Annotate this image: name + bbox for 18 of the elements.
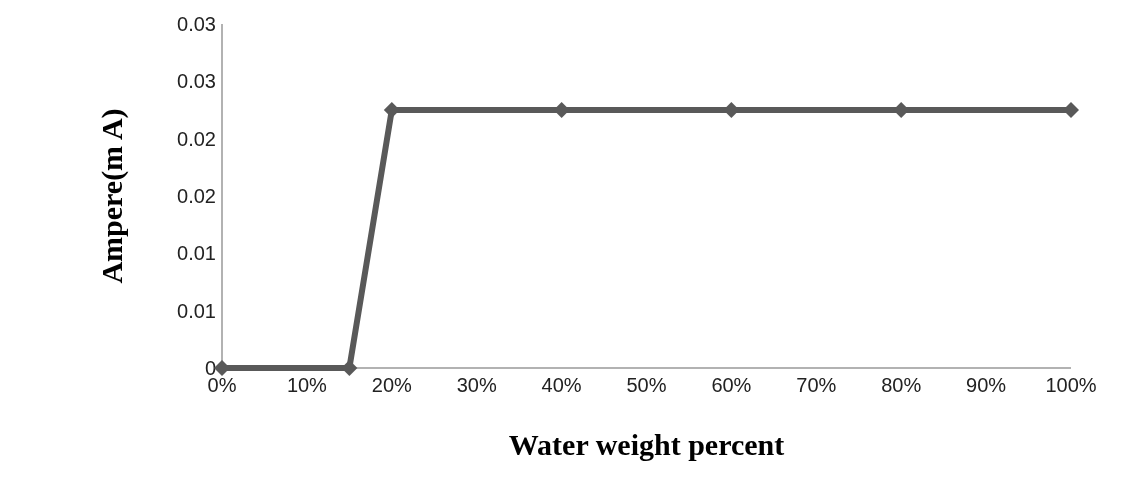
x-tick-label: 100%	[1045, 374, 1097, 396]
x-axis-title: Water weight percent	[508, 428, 785, 461]
y-tick-label: 0.01	[177, 242, 216, 265]
x-tick-label: 40%	[541, 374, 582, 396]
x-tick-label: 60%	[711, 374, 752, 396]
x-tick-label: 90%	[966, 374, 1007, 396]
y-tick-label: 0.01	[177, 299, 216, 322]
y-axis-title: Ampere(m A)	[95, 108, 129, 284]
x-tick-label: 30%	[456, 374, 497, 396]
x-tick-label: 20%	[371, 374, 413, 396]
y-tick-label: 0.03	[177, 13, 216, 35]
x-tick-label: 10%	[286, 374, 328, 396]
x-tick-label: 50%	[626, 374, 667, 396]
y-tick-label: 0.03	[177, 70, 216, 93]
x-tick-label: 80%	[881, 374, 922, 396]
x-tick-label: 70%	[796, 374, 837, 396]
y-tick-label: 0.02	[177, 185, 216, 207]
y-tick-label: 0.02	[177, 127, 216, 150]
